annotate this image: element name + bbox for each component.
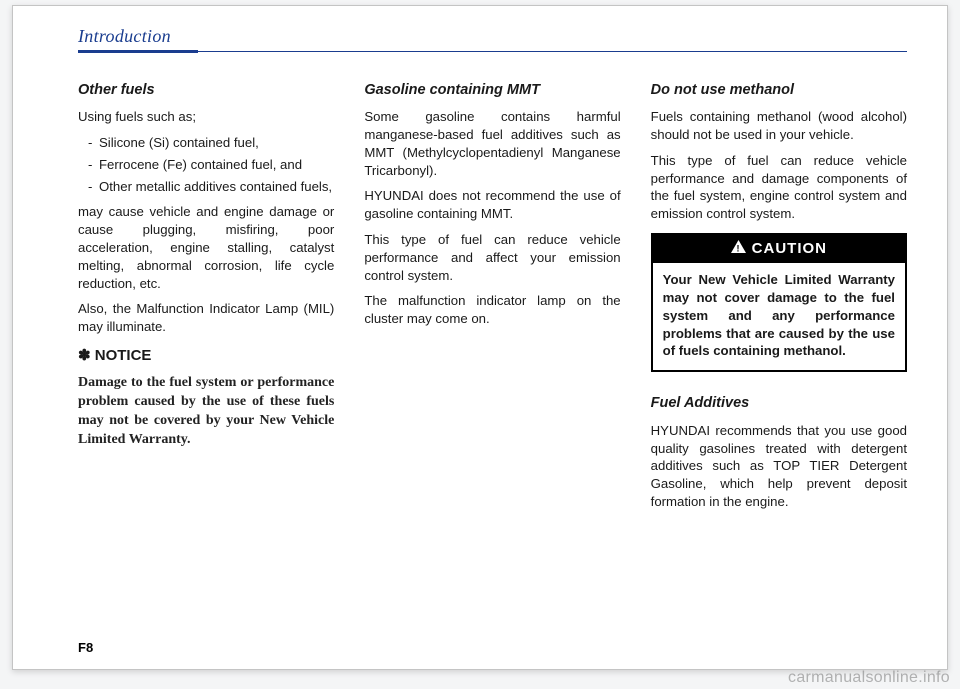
columns: Other fuels Using fuels such as; Silicon… bbox=[78, 81, 907, 519]
caution-body: Your New Vehicle Limited Warranty may no… bbox=[653, 263, 905, 370]
para: HYUNDAI recommends that you use good qua… bbox=[651, 422, 907, 511]
para: Some gasoline contains harmful manganese… bbox=[364, 108, 620, 179]
para: HYUNDAI does not recommend the use of ga… bbox=[364, 187, 620, 223]
column-1: Other fuels Using fuels such as; Silicon… bbox=[78, 81, 334, 519]
heading-methanol: Do not use methanol bbox=[651, 81, 907, 101]
caution-box: ! CAUTION Your New Vehicle Limited Warra… bbox=[651, 233, 907, 372]
caution-header: ! CAUTION bbox=[653, 235, 905, 263]
para: This type of fuel can reduce vehicle per… bbox=[651, 152, 907, 223]
list-item: Silicone (Si) contained fuel, bbox=[88, 134, 334, 152]
heading-mmt: Gasoline containing MMT bbox=[364, 81, 620, 101]
caution-title: CAUTION bbox=[752, 239, 827, 259]
heading-additives: Fuel Additives bbox=[651, 394, 907, 414]
list-item: Other metallic additives contained fuels… bbox=[88, 178, 334, 196]
header-rule bbox=[78, 50, 907, 53]
para: may cause vehicle and engine damage or c… bbox=[78, 203, 334, 292]
para: The malfunction indicator lamp on the cl… bbox=[364, 292, 620, 328]
section-title: Introduction bbox=[78, 26, 907, 47]
column-3: Do not use methanol Fuels containing met… bbox=[651, 81, 907, 519]
rule-thin bbox=[198, 51, 907, 52]
warning-icon: ! bbox=[731, 239, 746, 259]
para: This type of fuel can reduce vehicle per… bbox=[364, 231, 620, 284]
para: Fuels containing methanol (wood alcohol)… bbox=[651, 108, 907, 144]
heading-other-fuels: Other fuels bbox=[78, 81, 334, 101]
page-number: F8 bbox=[78, 640, 93, 655]
para: Using fuels such as; bbox=[78, 108, 334, 126]
rule-thick bbox=[78, 50, 198, 53]
list-item: Ferrocene (Fe) contained fuel, and bbox=[88, 156, 334, 174]
notice-label: ✽ NOTICE bbox=[78, 346, 334, 366]
column-2: Gasoline containing MMT Some gasoline co… bbox=[364, 81, 620, 519]
para: Also, the Malfunction Indicator Lamp (MI… bbox=[78, 300, 334, 336]
watermark: carmanualsonline.info bbox=[788, 669, 950, 687]
fuel-list: Silicone (Si) contained fuel, Ferrocene … bbox=[88, 134, 334, 195]
notice-body: Damage to the fuel system or performance… bbox=[78, 374, 334, 450]
svg-text:!: ! bbox=[736, 243, 740, 253]
manual-page: Introduction Other fuels Using fuels suc… bbox=[12, 5, 948, 670]
